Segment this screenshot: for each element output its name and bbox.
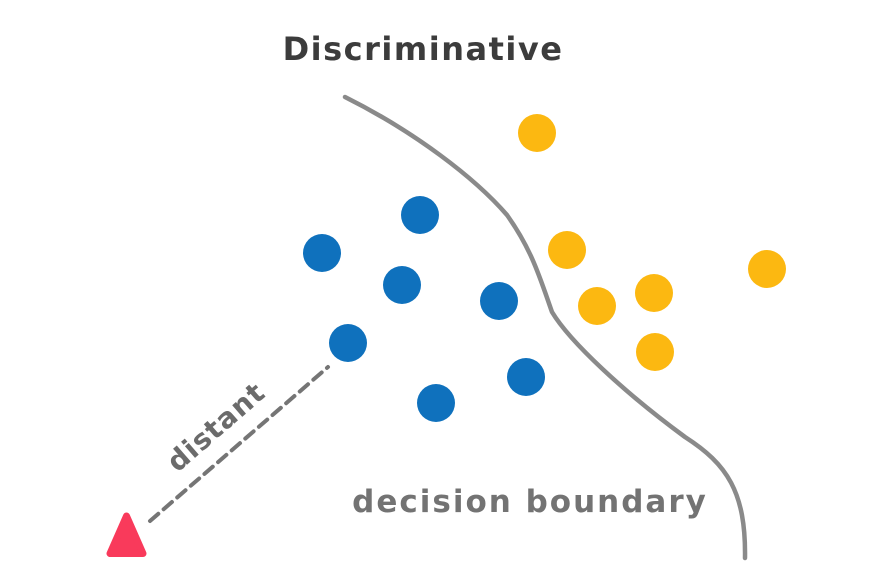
blue-class-dot [329, 324, 367, 362]
query-point-triangle [106, 512, 147, 557]
yellow-class-dot [518, 114, 556, 152]
yellow-class-dot [748, 250, 786, 288]
blue-class-dot [417, 384, 455, 422]
blue-class-dot [480, 282, 518, 320]
yellow-class-dot [636, 333, 674, 371]
yellow-class-dot [578, 287, 616, 325]
blue-class-dot [303, 234, 341, 272]
blue-class-dot [383, 266, 421, 304]
yellow-class-dot [548, 231, 586, 269]
decision-boundary-label: decision boundary [352, 484, 708, 520]
yellow-class-dot [635, 274, 673, 312]
diagram-title: Discriminative [282, 30, 564, 68]
decision-boundary-curve [342, 94, 748, 561]
distant-dashed-line [148, 365, 330, 523]
blue-class-dot [507, 358, 545, 396]
blue-class-dot [401, 196, 439, 234]
